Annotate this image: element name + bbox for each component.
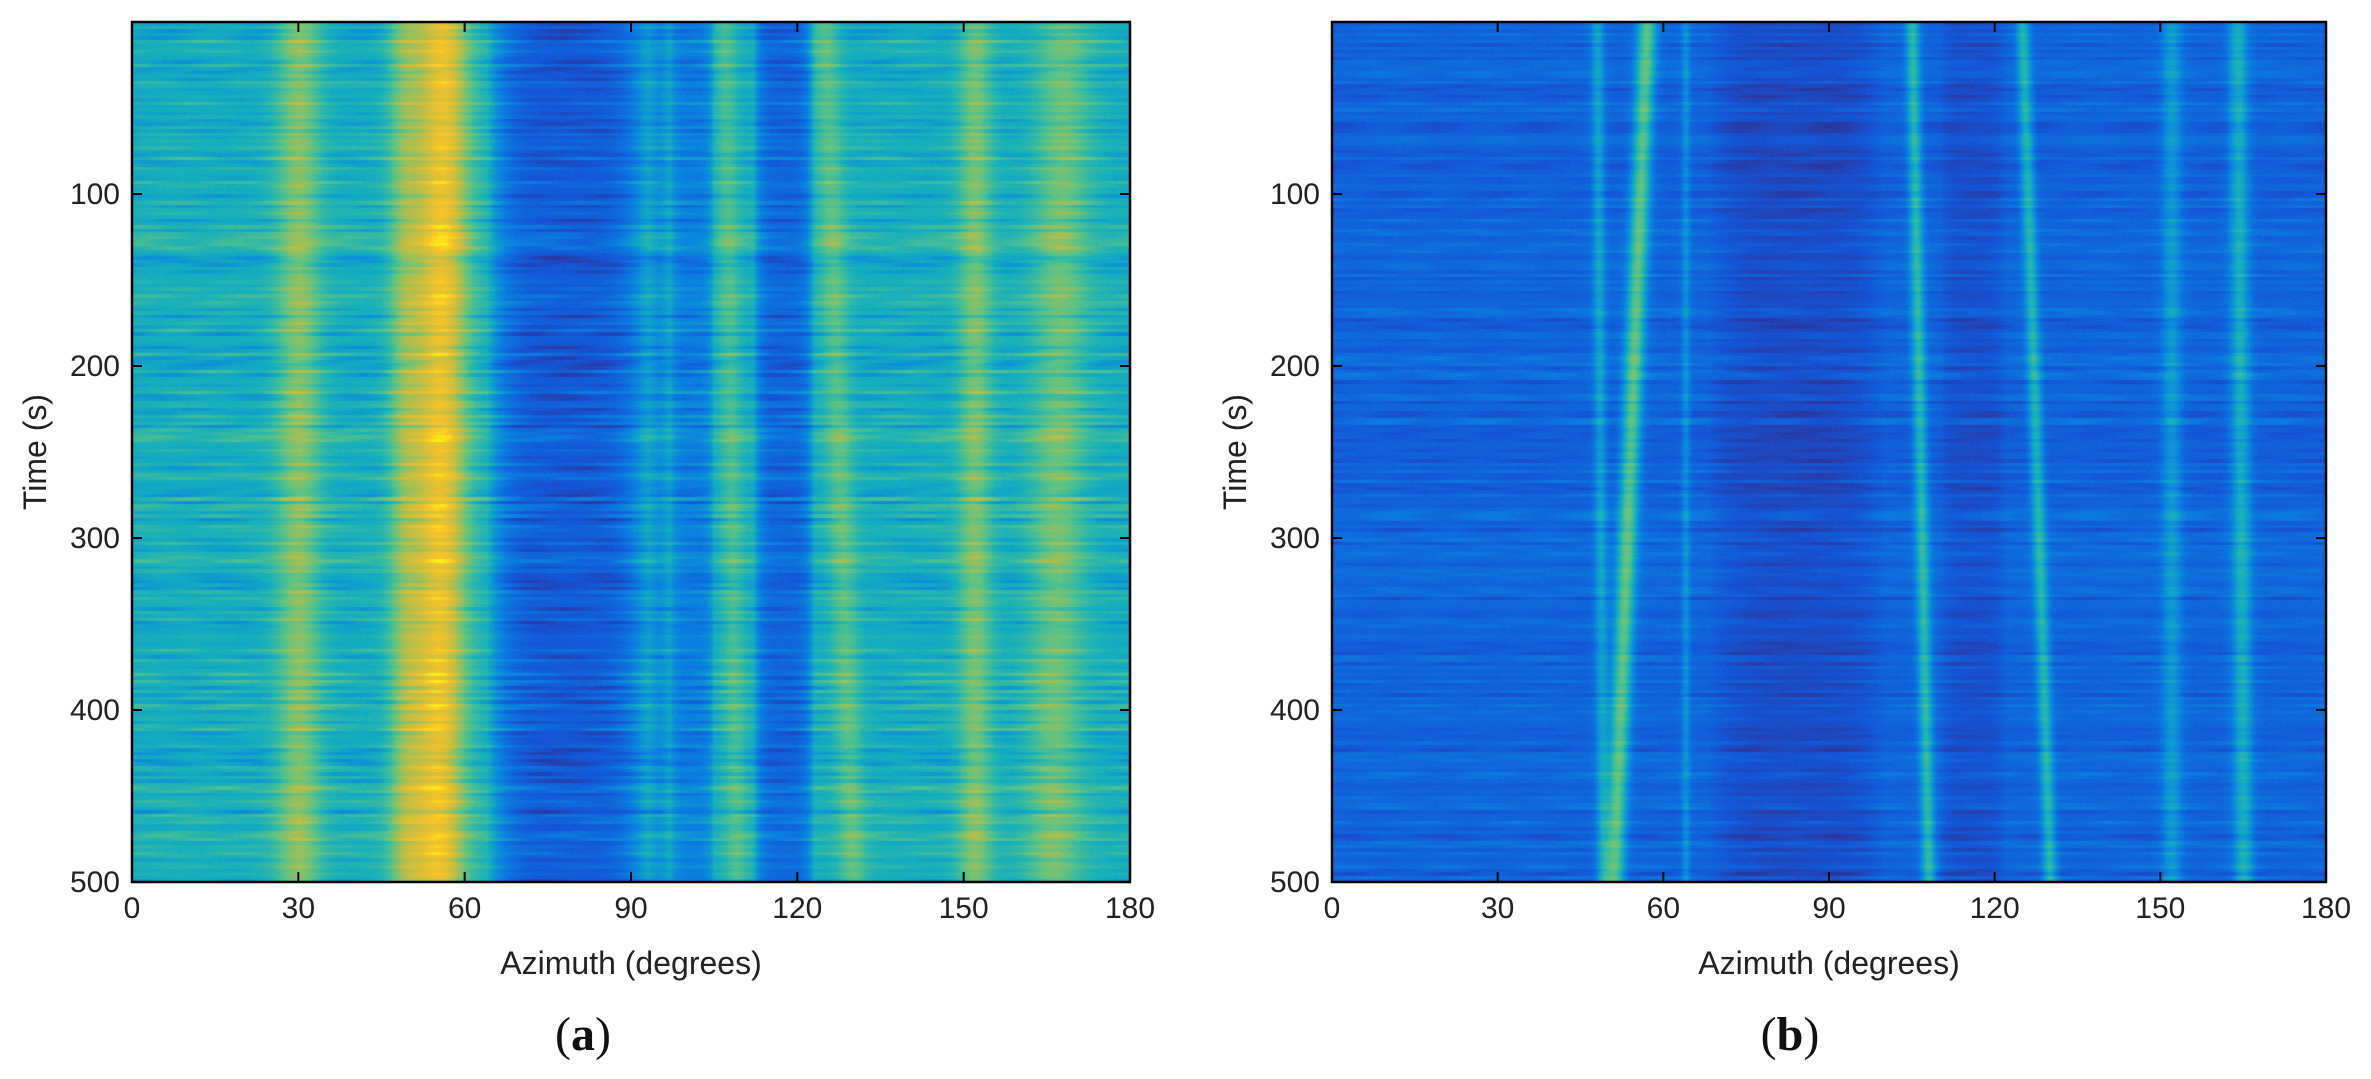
x-tick-label: 30	[282, 892, 315, 925]
x-tick-label: 30	[1481, 892, 1514, 925]
x-tick-label: 120	[772, 892, 822, 925]
heatmap-canvas-a	[132, 22, 1130, 882]
x-tick-label: 60	[1647, 892, 1680, 925]
heatmap-canvas-b	[1332, 22, 2326, 882]
panel-b: 0 30 60 90 120 150 180 100 200 300 400 500 Azimuth…	[1217, 20, 2351, 1061]
y-tick-label: 200	[70, 350, 120, 383]
x-tick-label: 180	[2301, 892, 2351, 925]
x-tick-label: 90	[614, 892, 647, 925]
heatmap-b	[1332, 22, 2326, 882]
x-tick-label: 0	[1324, 892, 1341, 925]
y-axis-b: 100 200 300 400 500	[1270, 178, 2326, 899]
y-tick-label: 400	[70, 694, 120, 727]
heatmap-a	[132, 22, 1130, 882]
x-axis-label-a: Azimuth (degrees)	[500, 945, 761, 981]
y-axis-label-b: Time (s)	[1217, 394, 1253, 510]
x-axis-label-b: Azimuth (degrees)	[1698, 945, 1959, 981]
x-axis-a: 0 30 60 90 120 150 180	[124, 22, 1155, 925]
x-tick-label: 90	[1812, 892, 1845, 925]
y-tick-label: 100	[1270, 178, 1320, 211]
x-axis-b: 0 30 60 90 120 150 180	[1324, 22, 2351, 925]
x-tick-label: 150	[2135, 892, 2185, 925]
panel-label-b: (b)	[1761, 1008, 1820, 1061]
y-tick-label: 400	[1270, 694, 1320, 727]
x-tick-label: 60	[448, 892, 481, 925]
panel-a: 0 30 60 90 120 150 180 100 200 300 400 500 Azimuth…	[17, 20, 1155, 1061]
x-tick-label: 150	[939, 892, 989, 925]
x-tick-label: 120	[1970, 892, 2020, 925]
y-tick-label: 300	[1270, 522, 1320, 555]
y-axis-label-a: Time (s)	[17, 394, 53, 510]
y-axis-a: 100 200 300 400 500	[70, 178, 1130, 899]
y-tick-label: 500	[1270, 866, 1320, 899]
x-tick-label: 180	[1105, 892, 1155, 925]
y-tick-label: 300	[70, 522, 120, 555]
panel-label-a: (a)	[555, 1008, 611, 1061]
y-tick-label: 100	[70, 178, 120, 211]
x-tick-label: 0	[124, 892, 141, 925]
y-tick-label: 500	[70, 866, 120, 899]
y-tick-label: 200	[1270, 350, 1320, 383]
